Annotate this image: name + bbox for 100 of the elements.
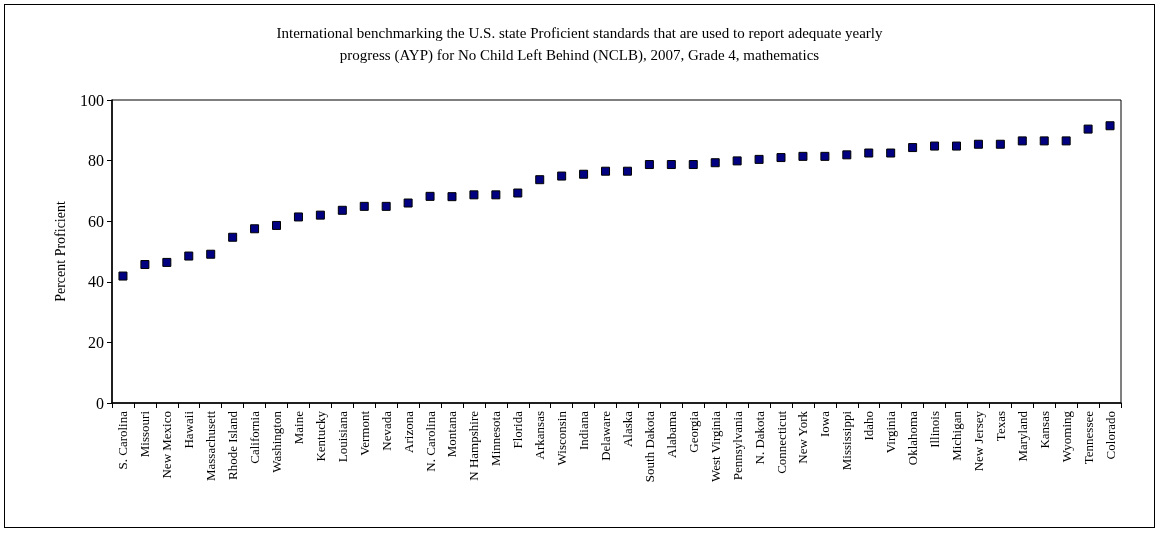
x-tick-label: New York <box>795 410 811 464</box>
point <box>930 141 940 151</box>
point <box>557 171 567 181</box>
point <box>908 143 918 153</box>
point <box>118 271 128 281</box>
x-tick-label: Kentucky <box>312 410 328 462</box>
point <box>601 166 611 176</box>
point <box>732 156 742 166</box>
point <box>864 148 874 158</box>
point <box>820 151 830 161</box>
point <box>140 260 150 270</box>
x-tick-label: Alaska <box>619 410 635 448</box>
x-tick-label: Virginia <box>883 410 899 454</box>
x-tick-label: Massachusett <box>203 410 219 482</box>
point <box>535 175 545 185</box>
x-tick-label: Hawaii <box>181 410 197 449</box>
x-tick-label: Indiana <box>576 410 592 450</box>
x-tick-label: Arkansas <box>532 411 548 460</box>
point <box>710 158 720 168</box>
x-tick-label: Montana <box>444 410 460 458</box>
point <box>359 201 369 211</box>
point <box>228 232 238 242</box>
point <box>973 139 983 149</box>
x-tick-label: N. Dakota <box>751 410 767 465</box>
point <box>403 198 413 208</box>
point <box>447 192 457 202</box>
point <box>995 139 1005 149</box>
x-tick-label: Mississippi <box>839 410 855 471</box>
x-tick-label: Colorado <box>1102 411 1118 460</box>
point <box>666 160 676 170</box>
point <box>644 160 654 170</box>
x-tick-label: Missouri <box>137 410 153 458</box>
x-tick-label: Rhode Island <box>225 410 241 480</box>
point <box>622 166 632 176</box>
x-tick-label: Vermont <box>356 410 372 456</box>
point <box>1061 136 1071 146</box>
x-tick-label: Florida <box>510 410 526 449</box>
x-tick-label: Pennsylvania <box>729 410 745 481</box>
point <box>250 224 260 234</box>
y-tick-label: 80 <box>88 152 104 170</box>
y-tick-label: 60 <box>88 212 104 230</box>
x-tick-label: Connecticut <box>773 410 789 474</box>
point <box>381 201 391 211</box>
x-tick-label: Maryland <box>1014 410 1030 462</box>
point <box>1105 121 1115 131</box>
point <box>337 205 347 215</box>
x-tick-label: Maine <box>290 410 306 445</box>
point <box>315 210 325 220</box>
point <box>776 153 786 163</box>
x-tick-label: Wyoming <box>1058 410 1074 463</box>
x-tick-label: New Mexico <box>159 411 175 479</box>
point <box>162 257 172 267</box>
x-tick-label: Washington <box>269 410 285 473</box>
x-tick-label: Michigan <box>948 410 964 461</box>
x-tick-label: Iowa <box>817 410 833 437</box>
x-tick-label: Minnesota <box>488 410 504 466</box>
x-tick-label: California <box>247 410 263 464</box>
x-tick-label: Alabama <box>663 410 679 458</box>
x-tick-label: N Hampshire <box>466 410 482 481</box>
x-tick-label: Louisiana <box>334 410 350 463</box>
x-tick-label: Texas <box>992 411 1008 442</box>
x-tick-label: Wisconsin <box>554 410 570 466</box>
point <box>206 249 216 259</box>
chart-title: International benchmarking the U.S. state Proficient standards that are used to report adequate yearly progress (AYP) for No Child Left Behind (NCLB), 2007, Grade 4, mathematics <box>276 25 884 64</box>
x-tick-label: Tennessee <box>1080 410 1096 465</box>
y-tick-label: 40 <box>88 273 104 291</box>
point <box>491 190 501 200</box>
y-tick-label: 20 <box>88 333 104 351</box>
point <box>1083 124 1093 134</box>
x-tick-label: Arizona <box>400 410 416 453</box>
point <box>886 148 896 158</box>
x-tick-label: Illinois <box>927 411 943 448</box>
x-tick-label: South Dakota <box>641 410 657 483</box>
x-tick-label: Delaware <box>598 410 614 461</box>
x-tick-label: Idaho <box>861 411 877 441</box>
point <box>688 160 698 170</box>
x-tick-label: New Jersey <box>970 410 986 472</box>
x-tick-label: Georgia <box>685 410 701 453</box>
point <box>513 188 523 198</box>
point <box>272 220 282 230</box>
y-axis-title: Percent Proficient <box>52 201 68 302</box>
point <box>1039 136 1049 146</box>
x-tick-label: West Virginia <box>707 410 723 482</box>
point <box>798 151 808 161</box>
point <box>469 190 479 200</box>
x-tick-label: Kansas <box>1036 411 1052 449</box>
y-tick-label: 0 <box>96 394 104 412</box>
x-tick-label: S. Carolina <box>115 410 131 470</box>
y-tick-label: 100 <box>80 91 104 109</box>
point <box>579 169 589 179</box>
point <box>754 154 764 164</box>
point <box>293 212 303 222</box>
x-tick-label: Oklahoma <box>905 410 921 466</box>
point <box>951 141 961 151</box>
x-tick-label: N. Carolina <box>422 410 438 472</box>
x-tick-label: Nevada <box>378 410 394 451</box>
point <box>425 191 435 201</box>
point <box>842 150 852 160</box>
point <box>1017 136 1027 146</box>
point <box>184 251 194 261</box>
